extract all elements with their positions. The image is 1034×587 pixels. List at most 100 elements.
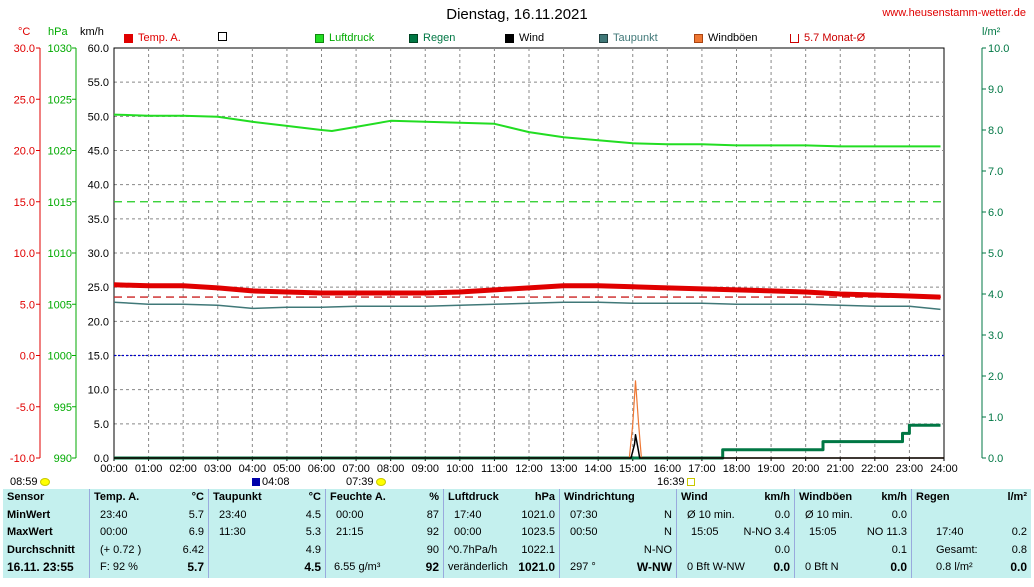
x-tick-label: 01:00: [135, 463, 163, 475]
legend-empty[interactable]: [218, 32, 232, 41]
celsius-tick-label: 30.0: [14, 43, 35, 55]
col-luftdruck: Luftdruck hPa 17:40 1021.0 00:00 1023.5 ^0.…: [443, 489, 559, 578]
x-tick-label: 13:00: [550, 463, 578, 475]
lm2-tick-label: 5.0: [988, 248, 1003, 260]
x-tick-label: 17:00: [688, 463, 716, 475]
legend-wind[interactable]: Wind: [505, 32, 544, 44]
x-tick-label: 08:00: [377, 463, 405, 475]
kmh-tick-label: 5.0: [94, 419, 109, 431]
x-tick-label: 21:00: [826, 463, 854, 475]
legend-windboeen[interactable]: Windböen: [694, 32, 758, 44]
sun-icon: [39, 478, 50, 487]
series-wind: [114, 434, 944, 459]
legend-temp[interactable]: Temp. A.: [124, 32, 181, 44]
page-title: Dienstag, 16.11.2021: [446, 6, 588, 23]
legend-swatch: [694, 33, 703, 43]
sunset-icon: [686, 478, 695, 487]
x-tick-label: 10:00: [446, 463, 474, 475]
lm2-tick-label: 9.0: [988, 84, 1003, 96]
kmh-tick-label: 45.0: [88, 146, 109, 158]
col-sensor: Sensor MinWert MaxWert Durchschnitt 16.1…: [7, 491, 75, 574]
x-tick-label: 14:00: [584, 463, 612, 475]
lm2-tick-label: 0.0: [988, 453, 1003, 465]
kmh-tick-label: 0.0: [94, 453, 109, 465]
site-link[interactable]: www.heusenstamm-wetter.de: [882, 7, 1026, 19]
celsius-tick-label: 0.0: [20, 351, 35, 363]
hpa-tick-label: 1010: [48, 248, 72, 260]
chart-legend: Temp. A. Luftdruck Regen Wind Taupunkt W…: [0, 32, 1034, 46]
hpa-tick-label: 995: [54, 402, 72, 414]
kmh-tick-label: 20.0: [88, 316, 109, 328]
col-taupunkt: Taupunkt °C 23:40 4.5 11:30 5.3 4.9 4.5: [208, 489, 325, 578]
moon-icon: [252, 478, 260, 487]
lm2-tick-label: 7.0: [988, 166, 1003, 178]
kmh-tick-label: 55.0: [88, 77, 109, 89]
unit-lm2: l/m²: [982, 26, 1001, 38]
legend-taupunkt[interactable]: Taupunkt: [599, 32, 658, 44]
marker-sunset: 16:39: [657, 476, 695, 488]
kmh-tick-label: 40.0: [88, 180, 109, 192]
hpa-tick-label: 990: [54, 453, 72, 465]
x-tick-label: 00:00: [100, 463, 128, 475]
kmh-tick-label: 10.0: [88, 385, 109, 397]
unit-kmh: km/h: [80, 26, 104, 38]
legend-monat[interactable]: 5.7 Monat-Ø: [790, 32, 865, 44]
sun-icon: [375, 478, 386, 487]
x-tick-label: 02:00: [169, 463, 197, 475]
x-tick-label: 20:00: [792, 463, 820, 475]
celsius-tick-label: 15.0: [14, 197, 35, 209]
unit-celsius: °C: [18, 26, 31, 38]
hpa-tick-label: 1030: [48, 43, 72, 55]
col-windrichtung: Windrichtung 07:30 N 00:50 N N-NO 297 ° W-N…: [559, 489, 676, 578]
legend-swatch: [505, 33, 514, 43]
col-regen: Regen l/m² 17:40 0.2 Gesamt: 0.8 0.8 l/m² 0.…: [911, 489, 1031, 578]
marker-sunup: 08:59: [10, 476, 50, 488]
kmh-tick-label: 30.0: [88, 248, 109, 260]
hpa-tick-label: 1020: [48, 146, 72, 158]
lm2-tick-label: 10.0: [988, 43, 1009, 55]
col-temp: Temp. A. °C 23:40 5.7 00:00 6.9 (+ 0.72 ) 6.…: [89, 489, 208, 578]
hpa-tick-label: 1015: [48, 197, 72, 209]
kmh-tick-label: 35.0: [88, 214, 109, 226]
x-tick-label: 19:00: [757, 463, 785, 475]
x-tick-label: 12:00: [515, 463, 543, 475]
celsius-tick-label: 20.0: [14, 146, 35, 158]
celsius-tick-label: 5.0: [20, 299, 35, 311]
x-tick-label: 16:00: [654, 463, 682, 475]
weather-chart: 00:00 01:00 02:00 03:00 04:00 05:00 06:00 07:00…: [10, 43, 1010, 475]
col-windboeen: Windböen km/h Ø 10 min. 0.0 15:05 NO 11.3 0…: [794, 489, 911, 578]
hpa-tick-label: 1000: [48, 351, 72, 363]
x-tick-label: 06:00: [308, 463, 336, 475]
legend-regen[interactable]: Regen: [409, 32, 455, 44]
series-regen: [114, 423, 941, 460]
lm2-tick-label: 6.0: [988, 207, 1003, 219]
lm2-tick-label: 2.0: [988, 371, 1003, 383]
legend-swatch: [599, 33, 608, 43]
series-luftdruck: [113, 113, 941, 148]
x-tick-label: 11:00: [481, 463, 508, 475]
x-tick-label: 24:00: [930, 463, 958, 475]
legend-luftdruck[interactable]: Luftdruck: [315, 32, 374, 44]
col-feuchte: Feuchte A.% 00:00 87 21:15 92 90 6.55 g/m³…: [325, 489, 443, 578]
hpa-tick-label: 1025: [48, 94, 72, 106]
kmh-tick-label: 50.0: [88, 111, 109, 123]
stats-table: Sensor MinWert MaxWert Durchschnitt 16.1…: [3, 489, 1031, 578]
x-tick-label: 07:00: [342, 463, 370, 475]
x-tick-label: 23:00: [896, 463, 924, 475]
legend-swatch: [409, 33, 418, 43]
kmh-tick-label: 60.0: [88, 43, 109, 55]
celsius-tick-label: 10.0: [14, 248, 35, 260]
col-wind: Wind km/h Ø 10 min. 0.0 15:05 N-NO 3.4 0.0 …: [676, 489, 794, 578]
x-tick-label: 15:00: [619, 463, 647, 475]
series-taupunkt: [113, 301, 941, 311]
x-tick-label: 03:00: [204, 463, 232, 475]
kmh-tick-label: 25.0: [88, 282, 109, 294]
legend-swatch: [218, 32, 227, 41]
lm2-tick-label: 3.0: [988, 330, 1003, 342]
x-tick-label: 04:00: [239, 463, 267, 475]
celsius-tick-label: -5.0: [16, 402, 35, 414]
marker-sunrise: 07:39: [346, 476, 386, 488]
x-tick-label: 09:00: [411, 463, 439, 475]
lm2-tick-label: 1.0: [988, 412, 1003, 424]
celsius-tick-label: -10.0: [10, 453, 35, 465]
